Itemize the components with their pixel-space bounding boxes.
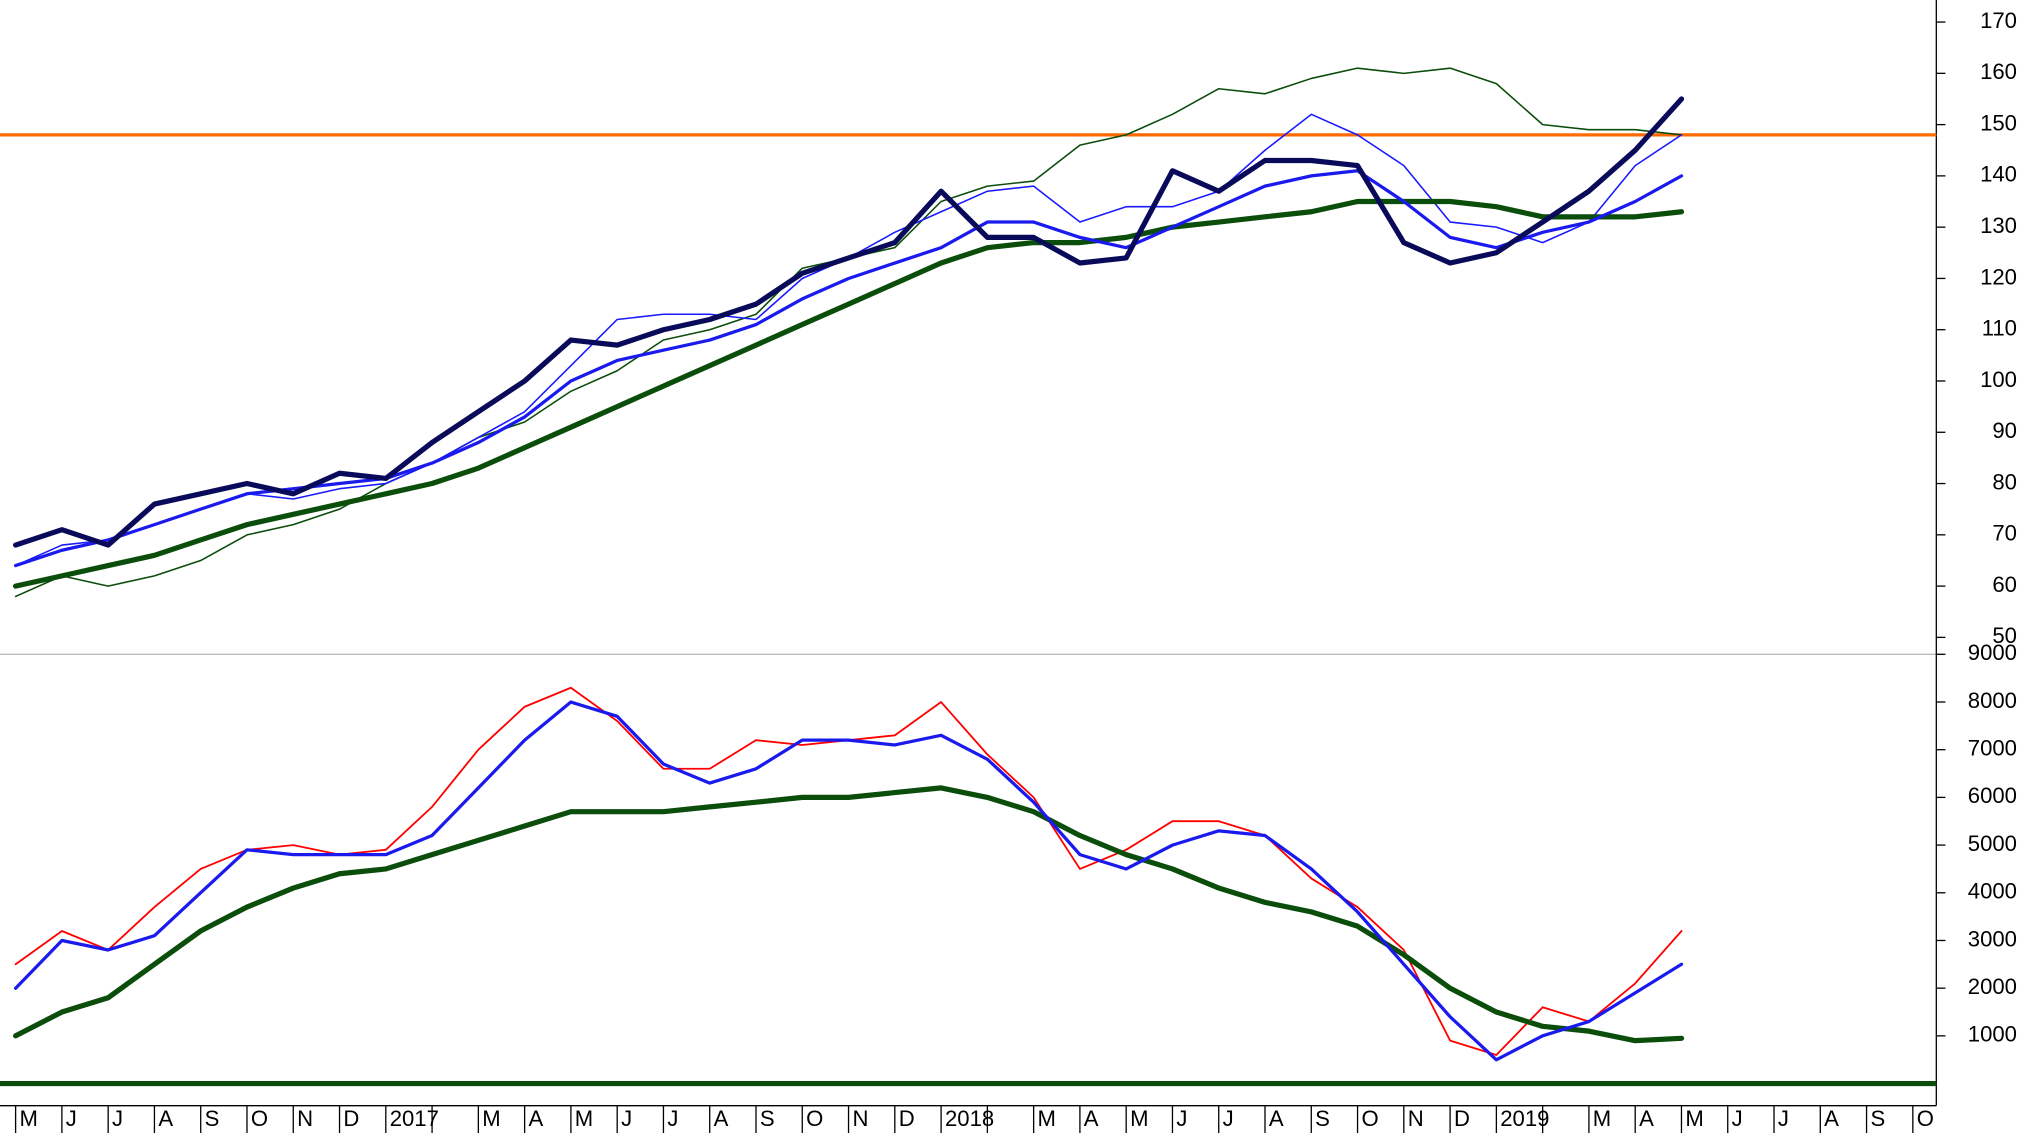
y-tick-label: 130 (1980, 213, 2017, 238)
y-tick-label: 60 (1992, 572, 2017, 597)
x-tick-label: A (158, 1106, 173, 1131)
y-tick-label: 50 (1992, 623, 2017, 648)
x-tick-label: M (1038, 1106, 1056, 1131)
x-tick-label: D (899, 1106, 915, 1131)
series-line (14, 113, 1683, 567)
x-tick-label: 2018 (945, 1106, 994, 1131)
x-tick-label: J (1778, 1106, 1789, 1131)
y-tick-label: 170 (1980, 8, 2017, 33)
x-tick-label: M (1685, 1106, 1703, 1131)
x-tick-label: M (20, 1106, 38, 1131)
y-tick-label: 70 (1992, 521, 2017, 546)
x-tick-label: M (575, 1106, 593, 1131)
y-tick-label: 140 (1980, 162, 2017, 187)
x-tick-label: A (1639, 1106, 1654, 1131)
x-tick-label: O (1917, 1106, 1934, 1131)
y-tick-label: 2000 (1968, 974, 2017, 999)
y-tick-label: 80 (1992, 469, 2017, 494)
y-tick-label: 5000 (1968, 831, 2017, 856)
x-tick-label: A (1269, 1106, 1284, 1131)
x-tick-label: A (714, 1106, 729, 1131)
y-tick-label: 150 (1980, 110, 2017, 135)
y-tick-label: 90 (1992, 418, 2017, 443)
series-line (13, 96, 1685, 548)
series-line (14, 67, 1683, 598)
x-tick-label: N (1408, 1106, 1424, 1131)
x-tick-label: J (667, 1106, 678, 1131)
x-tick-label: J (112, 1106, 123, 1131)
x-tick-label: J (1732, 1106, 1743, 1131)
series-line (14, 686, 1683, 1056)
y-tick-label: 120 (1980, 264, 2017, 289)
x-tick-label: M (1130, 1106, 1148, 1131)
x-tick-label: S (205, 1106, 220, 1131)
series-line (13, 785, 1685, 1044)
x-tick-label: 2019 (1500, 1106, 1549, 1131)
y-tick-label: 1000 (1968, 1022, 2017, 1047)
x-tick-label: O (251, 1106, 268, 1131)
y-tick-label: 100 (1980, 367, 2017, 392)
x-tick-label: D (1454, 1106, 1470, 1131)
x-tick-label: N (297, 1106, 313, 1131)
y-tick-label: 7000 (1968, 736, 2017, 761)
y-tick-label: 160 (1980, 59, 2017, 84)
x-tick-label: A (529, 1106, 544, 1131)
series-line (13, 700, 1684, 1062)
x-tick-label: S (760, 1106, 775, 1131)
x-tick-label: M (1593, 1106, 1611, 1131)
y-tick-label: 4000 (1968, 879, 2017, 904)
x-tick-label: S (1315, 1106, 1330, 1131)
x-tick-label: M (482, 1106, 500, 1131)
x-tick-label: 2017 (390, 1106, 439, 1131)
y-tick-label: 6000 (1968, 783, 2017, 808)
x-tick-label: S (1870, 1106, 1885, 1131)
y-tick-label: 3000 (1968, 926, 2017, 951)
x-tick-label: D (343, 1106, 359, 1131)
x-tick-label: O (1361, 1106, 1378, 1131)
x-tick-label: N (852, 1106, 868, 1131)
x-tick-label: J (1223, 1106, 1234, 1131)
x-tick-label: J (1176, 1106, 1187, 1131)
y-tick-label: 110 (1982, 316, 2017, 341)
x-tick-label: A (1824, 1106, 1839, 1131)
y-tick-label: 9000 (1968, 640, 2017, 665)
x-tick-label: A (1084, 1106, 1099, 1131)
x-tick-label: J (66, 1106, 77, 1131)
x-tick-label: O (806, 1106, 823, 1131)
y-tick-label: 8000 (1968, 688, 2017, 713)
series-line (13, 169, 1684, 568)
x-tick-label: J (621, 1106, 632, 1131)
